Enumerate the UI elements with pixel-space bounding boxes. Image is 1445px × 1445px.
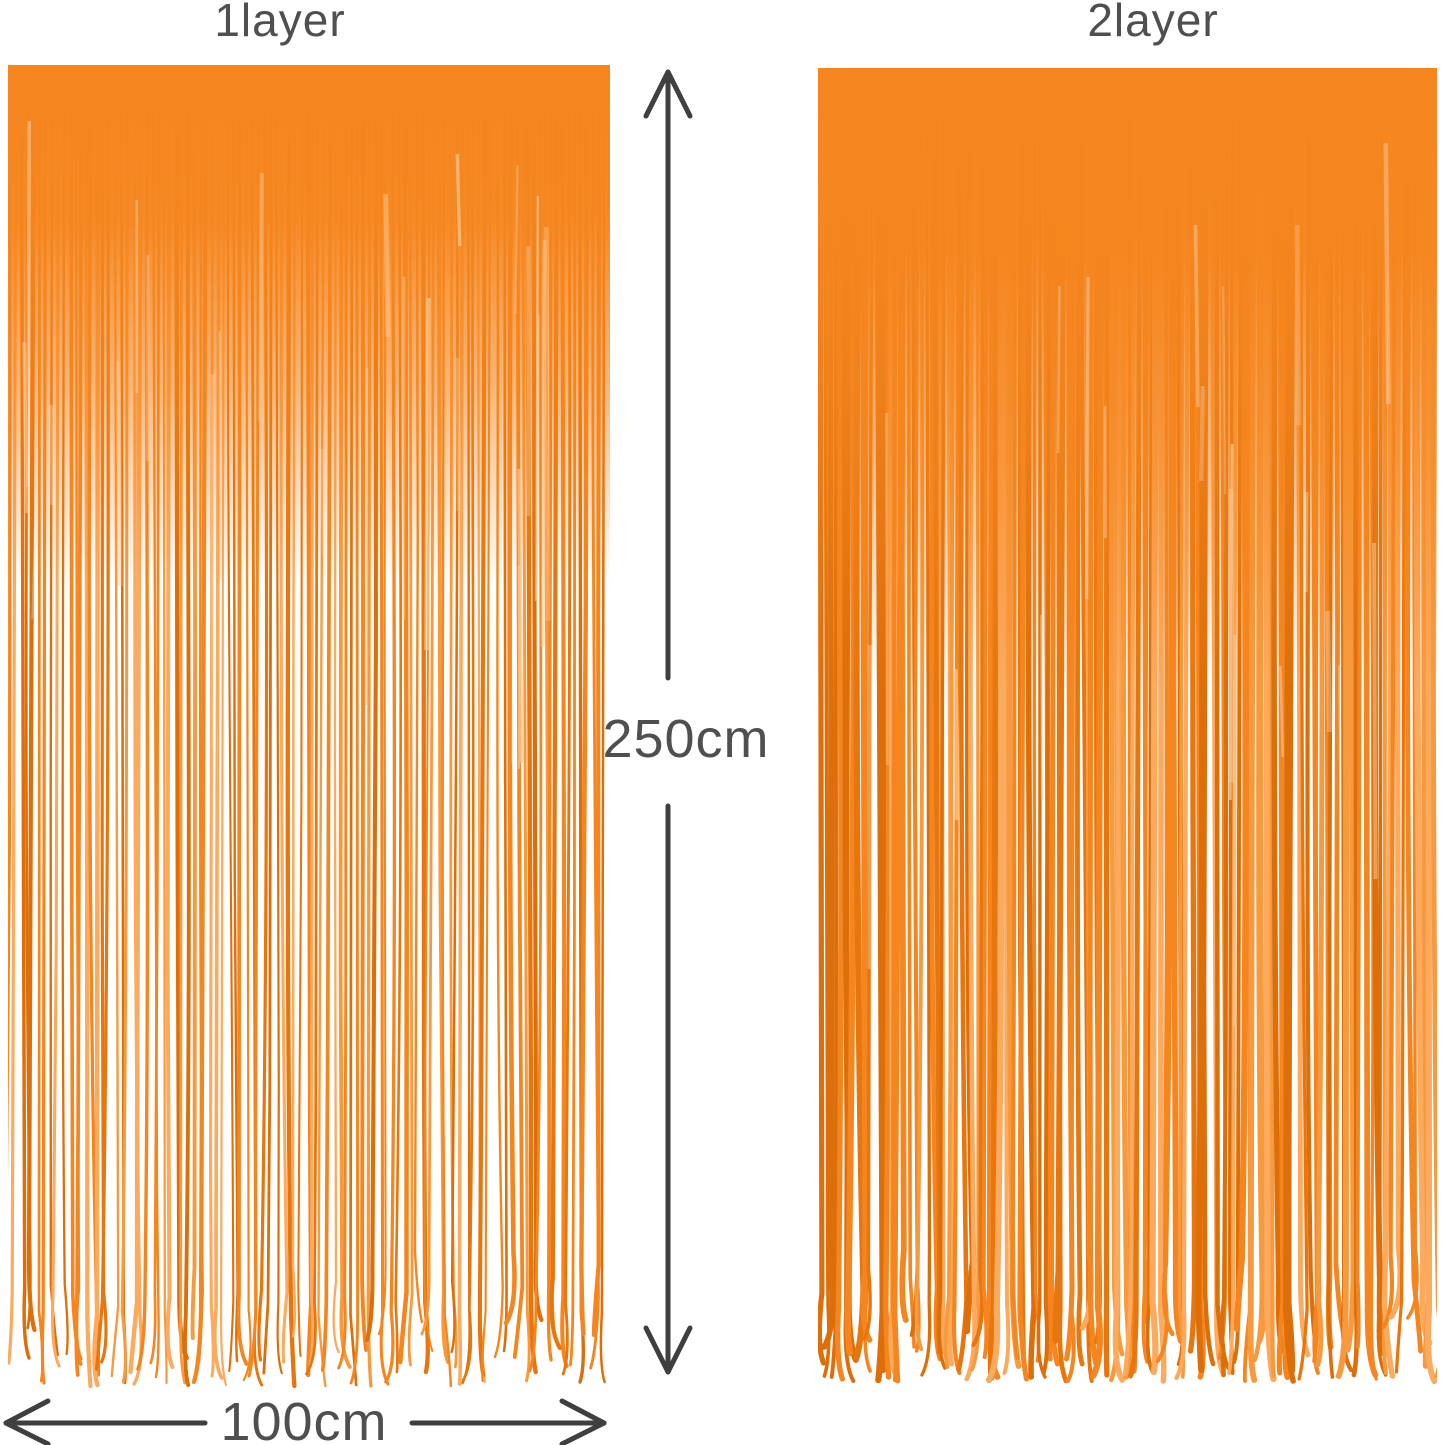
curtain-2layer-photo [818, 68, 1437, 1384]
curtain-1-label: 1layer [214, 0, 346, 46]
curtain-2-label: 2layer [1087, 0, 1219, 46]
width-dimension-label: 100cm [220, 1392, 388, 1445]
height-dimension-label: 250cm [602, 709, 770, 769]
curtain-1layer-photo [8, 65, 610, 1389]
